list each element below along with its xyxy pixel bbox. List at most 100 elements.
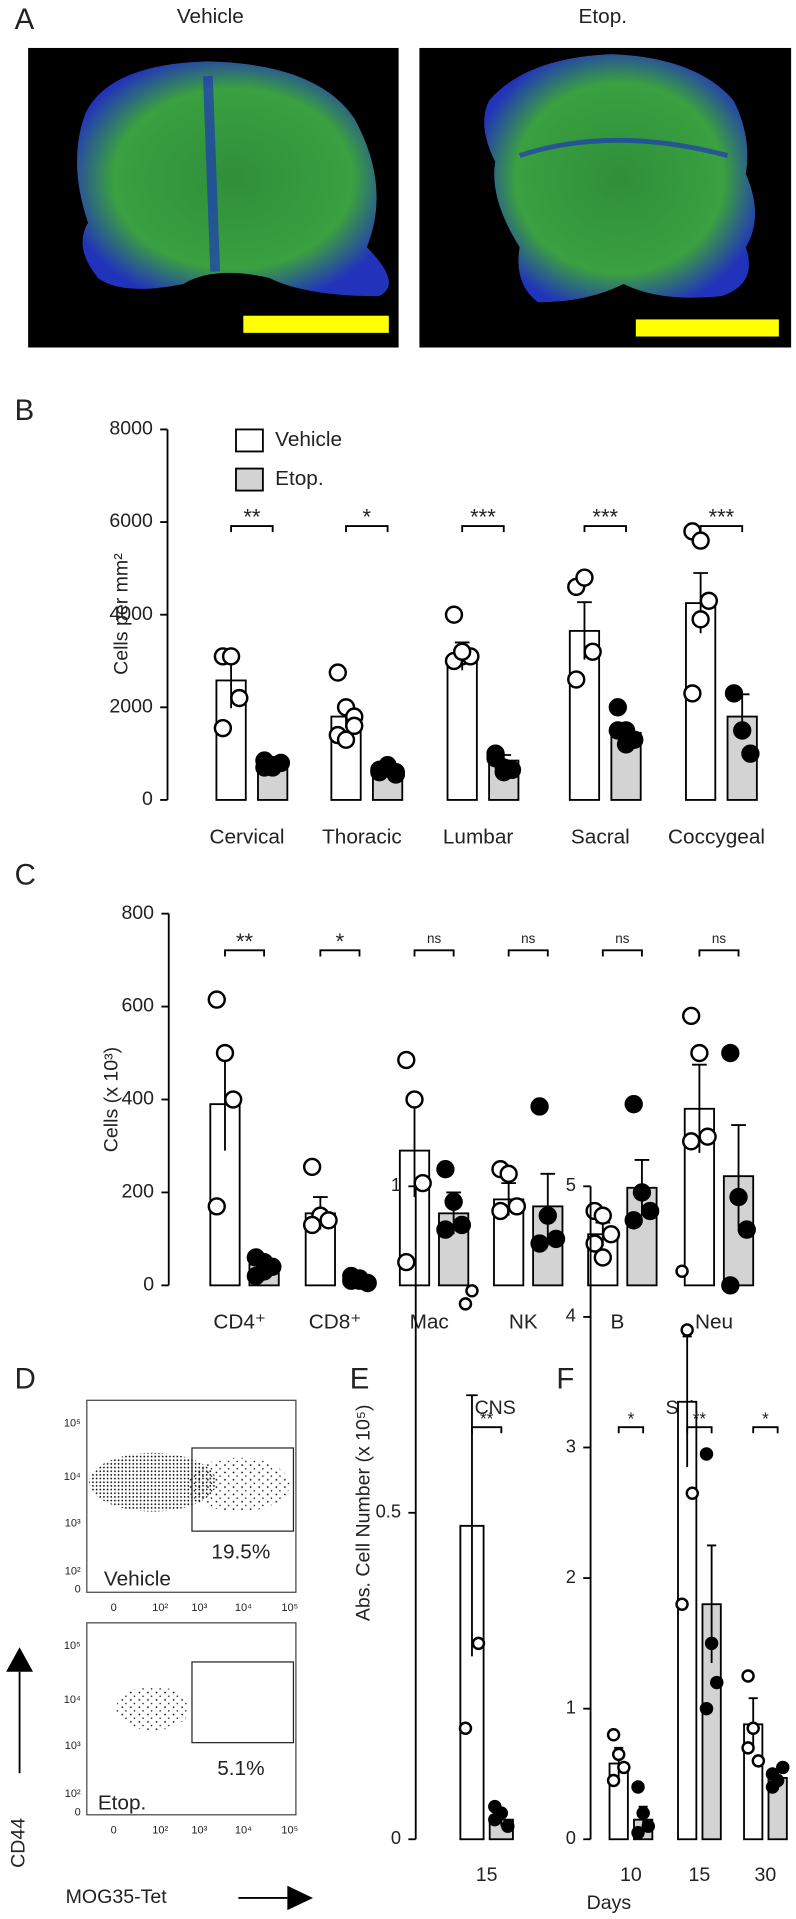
data-point xyxy=(458,1297,473,1311)
panel-label: D xyxy=(15,1362,36,1395)
data-point xyxy=(494,758,513,777)
y-tick-label: 400 xyxy=(121,1088,154,1110)
data-point xyxy=(345,716,364,736)
data-point xyxy=(207,1197,226,1216)
data-point xyxy=(465,1284,479,1298)
panel-label: E xyxy=(350,1362,370,1395)
gate xyxy=(191,1661,295,1744)
panel-label: F xyxy=(556,1362,574,1395)
x-tick-label: 10 xyxy=(620,1864,642,1886)
y-tick-label: 0.5 xyxy=(376,1501,401,1522)
significance-label: *** xyxy=(470,505,496,530)
data-point xyxy=(624,1211,643,1230)
x-tick-label: CD8⁺ xyxy=(309,1311,362,1334)
data-point xyxy=(583,642,602,661)
y-tick-label: 0 xyxy=(391,1827,401,1848)
x-tick-label: 10² xyxy=(152,1825,168,1837)
significance-bracket xyxy=(471,1426,503,1434)
y-tick-label: 10³ xyxy=(65,1518,81,1530)
significance-bracket xyxy=(461,525,505,533)
error-bar xyxy=(540,1172,556,1239)
y-axis-label: Abs. Cell Number (x 10⁵) xyxy=(353,1404,375,1621)
bar xyxy=(677,1400,698,1841)
data-point xyxy=(632,1183,652,1202)
y-tick-label: 5 xyxy=(566,1174,576,1195)
tissue xyxy=(76,61,389,297)
y-tick-label: 0 xyxy=(143,1274,154,1296)
y-tick-label: 0 xyxy=(142,788,153,810)
error-bar xyxy=(466,1394,478,1657)
significance-label: ns xyxy=(427,931,441,946)
y-axis-label: CD44 xyxy=(8,1818,30,1868)
data-point xyxy=(616,735,636,754)
data-point xyxy=(530,1097,549,1116)
data-point xyxy=(682,1132,701,1151)
x-tick-label: CD4⁺ xyxy=(213,1311,266,1334)
data-point xyxy=(631,1826,645,1840)
data-point xyxy=(246,1266,266,1286)
data-point xyxy=(413,1173,432,1193)
data-point xyxy=(436,1160,455,1179)
significance-bracket xyxy=(345,525,389,533)
data-point xyxy=(631,1780,645,1794)
y-tick-label: 10⁴ xyxy=(64,1694,81,1706)
x-axis-label: Days xyxy=(587,1892,632,1914)
data-point xyxy=(405,1090,424,1109)
data-point xyxy=(746,1721,760,1735)
data-point xyxy=(453,642,472,661)
data-point xyxy=(636,1806,650,1820)
tissue-detail xyxy=(518,137,729,158)
data-point xyxy=(699,1447,714,1461)
gate xyxy=(191,1447,295,1532)
data-point xyxy=(488,1799,502,1814)
data-point xyxy=(501,1819,515,1833)
data-point xyxy=(721,1276,740,1295)
data-point xyxy=(436,1220,455,1239)
y-axis-label: Cells (x 10³) xyxy=(101,1047,123,1152)
data-point xyxy=(538,1206,557,1225)
data-point xyxy=(680,1323,694,1337)
y-tick-label: 0 xyxy=(75,1806,81,1818)
data-point xyxy=(530,1234,549,1253)
significance-bracket xyxy=(752,1426,779,1434)
data-point xyxy=(617,1760,631,1775)
significance-label: ns xyxy=(521,931,535,946)
data-point xyxy=(458,1721,473,1735)
panel-label: C xyxy=(15,859,36,892)
data-point xyxy=(699,1701,714,1716)
data-point xyxy=(675,1264,689,1278)
tissue xyxy=(484,54,756,303)
legend-swatch xyxy=(235,467,264,492)
gate-label: 19.5% xyxy=(211,1541,270,1564)
significance-bracket xyxy=(319,949,361,957)
legend-swatch xyxy=(235,428,264,453)
y-tick-label: 6000 xyxy=(109,510,153,532)
significance-label: ** xyxy=(236,929,254,954)
significance-bracket xyxy=(617,1426,645,1434)
data-point xyxy=(224,1090,243,1109)
data-point xyxy=(729,1187,748,1207)
arrow-head xyxy=(6,1647,34,1672)
y-tick-label: 8000 xyxy=(109,418,153,440)
legend-label: Etop. xyxy=(275,467,324,490)
significance-bracket xyxy=(230,525,274,533)
y-tick-label: 3 xyxy=(566,1435,576,1456)
flow-plot xyxy=(86,1399,297,1593)
x-tick-label: Thoracic xyxy=(322,825,402,848)
data-point xyxy=(319,1211,338,1230)
data-point xyxy=(691,531,710,550)
data-point xyxy=(491,1201,510,1221)
data-point xyxy=(397,1252,416,1272)
plot-label: Etop. xyxy=(98,1791,147,1814)
y-tick-label: 10² xyxy=(65,1788,81,1800)
significance-label: * xyxy=(363,505,372,530)
panel-label: B xyxy=(15,394,35,427)
data-point xyxy=(507,1197,527,1216)
x-tick-label: 10⁴ xyxy=(235,1825,252,1837)
data-point xyxy=(213,718,233,738)
data-point xyxy=(546,1229,566,1249)
data-point xyxy=(444,1192,463,1211)
x-tick-label: 10³ xyxy=(191,1825,207,1837)
x-tick-label: 10⁴ xyxy=(235,1602,252,1614)
